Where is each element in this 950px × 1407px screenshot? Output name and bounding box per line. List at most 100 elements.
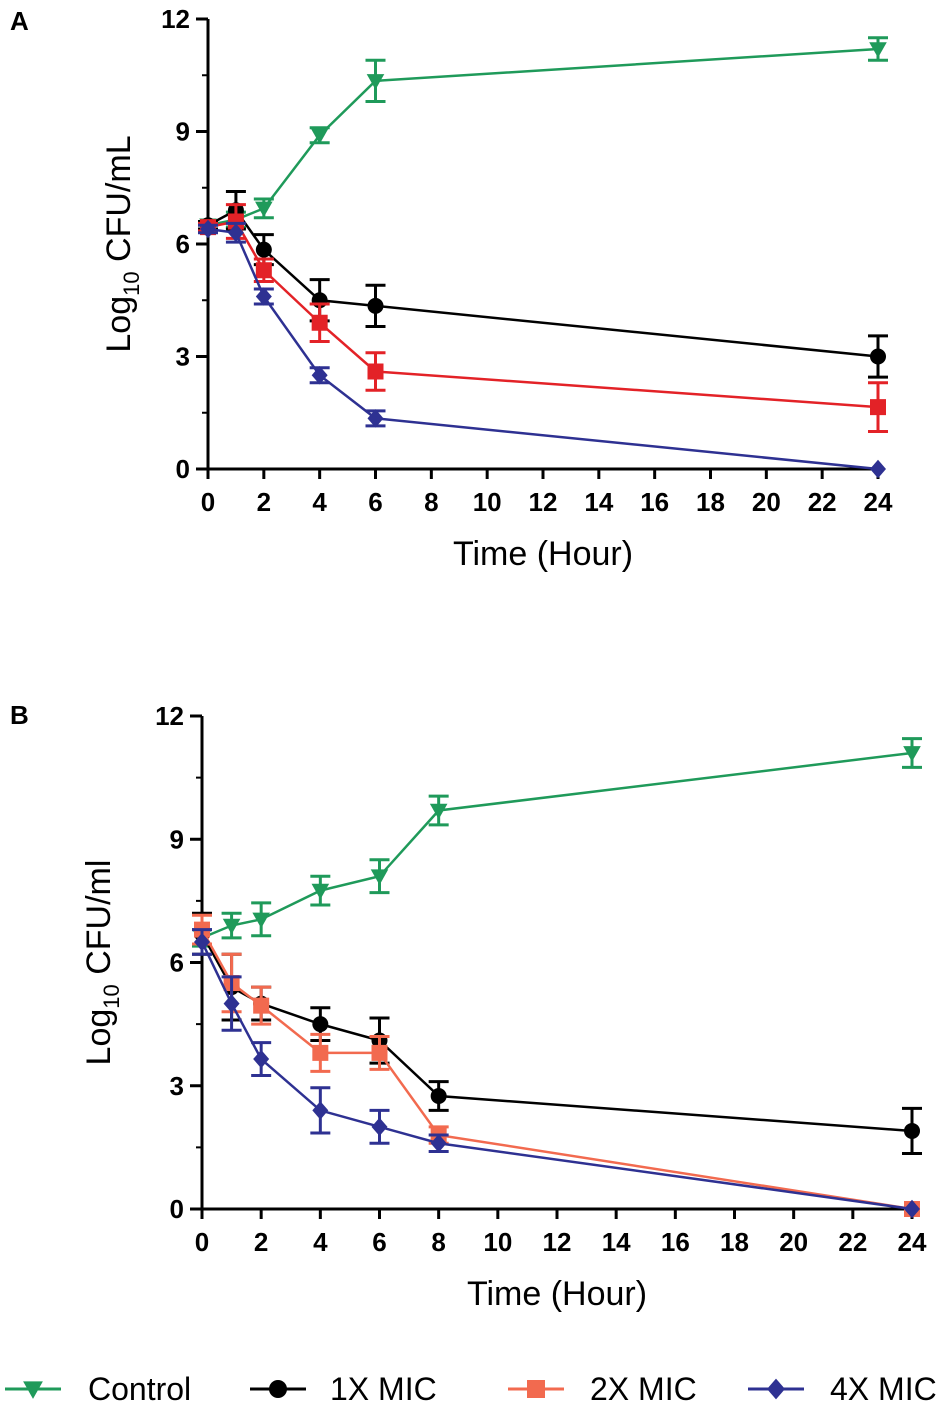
data-point-2x-mic bbox=[311, 314, 328, 331]
x-tick-label-a-6: 6 bbox=[368, 487, 382, 517]
data-point-4x-mic bbox=[367, 409, 384, 428]
data-point-control bbox=[869, 42, 887, 58]
series-line-2x-mic bbox=[207, 220, 879, 409]
legend-label-2x-mic: 2X MIC bbox=[590, 1371, 697, 1407]
legend-label-4x-mic: 4X MIC bbox=[830, 1371, 937, 1407]
x-tick-label-a-18: 18 bbox=[696, 487, 725, 517]
data-point-2x-mic bbox=[312, 1044, 329, 1061]
legend-item-2x-mic: 2X MIC bbox=[508, 1371, 697, 1407]
x-axis-title-b: Time (Hour) bbox=[467, 1275, 647, 1313]
data-point-2x-mic bbox=[253, 997, 270, 1014]
data-point-4x-mic bbox=[430, 1134, 447, 1153]
y-tick-label-b-0: 0 bbox=[170, 1194, 184, 1224]
data-point-control bbox=[255, 201, 273, 218]
data-point-control bbox=[222, 918, 241, 935]
data-point-2x-mic bbox=[870, 399, 886, 416]
data-point-2x-mic bbox=[371, 1044, 388, 1061]
data-point-control bbox=[366, 74, 385, 90]
panel-letter-b: B bbox=[10, 700, 29, 730]
data-point-1x-mic bbox=[312, 1016, 329, 1033]
data-point-control bbox=[429, 803, 448, 820]
x-tick-label-a-20: 20 bbox=[752, 487, 781, 517]
legend-label-1x-mic: 1X MIC bbox=[330, 1371, 437, 1407]
x-tick-label-b-0: 0 bbox=[195, 1227, 209, 1257]
y-tick-label-a-3: 3 bbox=[176, 342, 190, 372]
x-tick-label-b-8: 8 bbox=[431, 1227, 445, 1257]
x-tick-label-a-14: 14 bbox=[584, 487, 613, 517]
data-point-2x-mic bbox=[367, 363, 384, 380]
y-tick-label-b-6: 6 bbox=[170, 948, 184, 978]
y-tick-label-b-3: 3 bbox=[170, 1071, 184, 1101]
series-line-control bbox=[201, 751, 913, 940]
series-control-a bbox=[198, 36, 888, 235]
x-tick-label-a-12: 12 bbox=[529, 487, 558, 517]
series-line-4x-mic bbox=[200, 941, 913, 1211]
data-point-4x-mic bbox=[904, 1199, 920, 1219]
x-tick-label-b-6: 6 bbox=[372, 1227, 386, 1257]
x-tick-label-a-16: 16 bbox=[640, 487, 669, 517]
y-axis-title-main: Log bbox=[100, 296, 138, 353]
data-point-control bbox=[370, 869, 389, 886]
series-2x-mic-b bbox=[192, 913, 920, 1217]
y-axis-title-main: Log bbox=[80, 1009, 118, 1066]
y-axis-title-subscript: 10 bbox=[119, 271, 144, 295]
x-tick-label-a-2: 2 bbox=[257, 487, 271, 517]
data-point-4x-mic bbox=[253, 1049, 270, 1069]
data-point-4x-mic bbox=[200, 219, 216, 239]
legend-marker-4x-mic bbox=[767, 1378, 785, 1400]
data-point-4x-mic bbox=[227, 223, 244, 242]
legend-label-control: Control bbox=[88, 1371, 191, 1407]
series-line-2x-mic bbox=[200, 929, 913, 1211]
data-point-control bbox=[311, 883, 330, 900]
x-tick-label-b-14: 14 bbox=[602, 1227, 631, 1257]
series-2x-mic-a bbox=[198, 203, 888, 433]
x-axis-title-a: Time (Hour) bbox=[453, 535, 633, 573]
data-point-4x-mic bbox=[223, 994, 240, 1013]
x-tick-label-b-10: 10 bbox=[483, 1227, 512, 1257]
y-tick-label-a-12: 12 bbox=[161, 4, 190, 34]
series-line-1x-mic bbox=[207, 208, 879, 358]
x-tick-label-b-12: 12 bbox=[543, 1227, 572, 1257]
data-point-4x-mic bbox=[255, 287, 272, 306]
series-4x-mic-a bbox=[198, 219, 886, 479]
x-tick-label-b-20: 20 bbox=[779, 1227, 808, 1257]
series-line-4x-mic bbox=[207, 227, 879, 471]
data-point-4x-mic bbox=[371, 1117, 388, 1137]
data-point-2x-mic bbox=[255, 262, 272, 279]
data-point-1x-mic bbox=[255, 241, 272, 258]
series-line-control bbox=[207, 47, 879, 227]
x-tick-label-a-22: 22 bbox=[808, 487, 837, 517]
data-point-1x-mic bbox=[904, 1122, 920, 1139]
data-point-4x-mic bbox=[194, 932, 210, 952]
y-tick-label-b-9: 9 bbox=[170, 824, 184, 854]
y-axis-title-a: Log10 CFU/mL bbox=[100, 135, 144, 352]
data-point-control bbox=[903, 746, 921, 762]
series-4x-mic-b bbox=[192, 928, 920, 1219]
data-point-control bbox=[252, 912, 270, 929]
y-axis-title-rest: CFU/mL bbox=[100, 135, 138, 271]
x-tick-label-b-22: 22 bbox=[838, 1227, 867, 1257]
x-tick-label-a-10: 10 bbox=[473, 487, 502, 517]
x-tick-label-a-0: 0 bbox=[201, 487, 215, 517]
y-tick-label-b-12: 12 bbox=[155, 701, 184, 731]
legend: Control 1X MIC 2X MIC 4X MIC bbox=[5, 1371, 937, 1407]
y-tick-label-a-0: 0 bbox=[176, 454, 190, 484]
legend-item-4x-mic: 4X MIC bbox=[748, 1371, 937, 1407]
x-tick-label-a-8: 8 bbox=[424, 487, 438, 517]
legend-marker-1x-mic bbox=[269, 1380, 287, 1398]
legend-marker-2x-mic bbox=[527, 1380, 545, 1398]
legend-item-1x-mic: 1X MIC bbox=[250, 1371, 437, 1407]
y-tick-label-a-6: 6 bbox=[176, 229, 190, 259]
data-point-4x-mic bbox=[870, 459, 886, 479]
x-tick-label-b-16: 16 bbox=[661, 1227, 690, 1257]
x-tick-label-b-18: 18 bbox=[720, 1227, 749, 1257]
x-tick-label-b-4: 4 bbox=[313, 1227, 328, 1257]
data-point-control bbox=[310, 128, 329, 145]
legend-item-control: Control bbox=[5, 1371, 191, 1407]
y-tick-label-a-9: 9 bbox=[176, 117, 190, 147]
y-axis-title-subscript: 10 bbox=[99, 984, 124, 1008]
data-point-1x-mic bbox=[430, 1088, 447, 1105]
